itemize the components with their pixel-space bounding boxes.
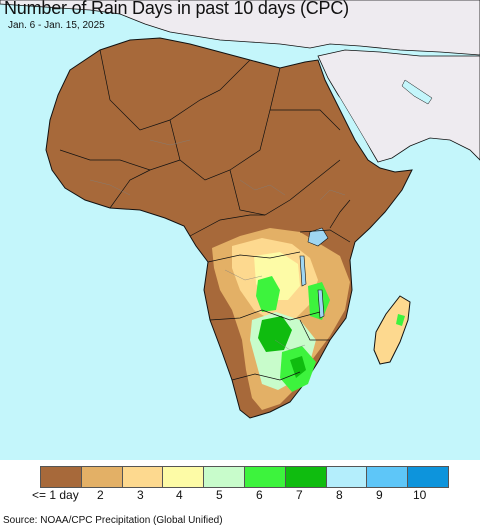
source-credit: Source: NOAA/CPC Precipitation (Global U… — [3, 515, 223, 526]
legend-swatch-1 — [41, 467, 82, 487]
map-title: Number of Rain Days in past 10 days (CPC… — [4, 0, 349, 18]
legend-label-7: 7 — [296, 488, 303, 502]
legend-swatch-9 — [367, 467, 409, 487]
country-borders — [59, 49, 351, 381]
color-legend: <= 1 day 2 3 4 5 6 7 8 9 10 — [0, 460, 480, 510]
legend-swatch-8 — [326, 467, 368, 487]
legend-label-2: 2 — [97, 488, 104, 502]
legend-swatch-10 — [408, 467, 448, 487]
lake-malawi — [317, 289, 325, 319]
date-range: Jan. 6 - Jan. 15, 2025 — [8, 20, 105, 31]
legend-label-10: 10 — [413, 488, 427, 502]
legend-label-3: 3 — [137, 488, 144, 502]
green-patch-north — [256, 276, 280, 312]
map-canvas — [0, 0, 480, 419]
green-patch-mid — [258, 316, 292, 352]
legend-label-9: 9 — [376, 488, 383, 502]
lake-victoria — [307, 227, 329, 247]
legend-swatch-3 — [122, 467, 164, 487]
admin-borders — [89, 139, 346, 351]
europe-landmass — [0, 0, 480, 56]
green-patch-darksouth — [290, 356, 306, 378]
madagascar — [373, 295, 411, 365]
legend-bar — [40, 466, 449, 488]
legend-label-5: 5 — [216, 488, 223, 502]
persian-gulf — [401, 79, 433, 105]
legend-label-1: <= 1 day — [32, 488, 79, 502]
legend-swatch-6 — [244, 467, 286, 487]
legend-label-4: 4 — [176, 488, 183, 502]
legend-swatch-7 — [285, 467, 327, 487]
red-sea — [326, 86, 376, 164]
legend-label-6: 6 — [256, 488, 263, 502]
madagascar-wet-patch — [396, 314, 405, 326]
legend-swatch-2 — [81, 467, 123, 487]
middle-east-landmass — [317, 49, 480, 163]
legend-swatch-4 — [163, 467, 205, 487]
rain-days-map: Number of Rain Days in past 10 days (CPC… — [0, 0, 480, 460]
legend-label-8: 8 — [336, 488, 343, 502]
lake-tanganyika — [299, 255, 307, 287]
legend-swatch-5 — [204, 467, 245, 487]
